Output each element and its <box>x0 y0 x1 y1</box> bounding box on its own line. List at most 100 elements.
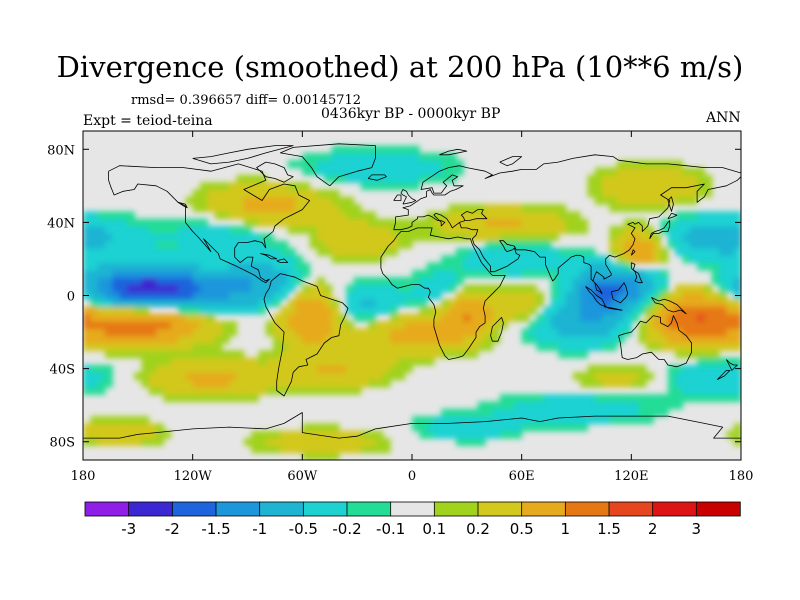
field-cell <box>295 226 303 234</box>
field-cell <box>375 182 384 191</box>
field-cell <box>412 299 420 308</box>
field-cell <box>624 174 632 183</box>
field-cell <box>499 306 508 315</box>
field-cell <box>689 284 698 293</box>
field-cell <box>346 379 355 388</box>
field-cell <box>316 357 325 366</box>
field-cell <box>97 247 106 256</box>
field-cell <box>324 438 333 446</box>
field-cell <box>499 269 508 278</box>
field-cell <box>243 174 252 183</box>
field-cell <box>711 372 720 381</box>
field-cell <box>148 379 157 388</box>
field-cell <box>558 299 567 308</box>
field-cell <box>353 350 362 359</box>
field-cell <box>485 430 494 439</box>
field-cell <box>631 189 640 198</box>
field-cell <box>404 364 413 373</box>
field-cell <box>624 408 632 417</box>
field-cell <box>265 379 274 388</box>
field-cell <box>236 372 245 381</box>
field-cell <box>682 284 691 293</box>
field-cell <box>243 299 252 308</box>
field-cell <box>463 321 472 329</box>
field-cell <box>521 299 530 308</box>
field-cell <box>207 204 216 213</box>
field-cell <box>660 182 669 191</box>
field-cell <box>170 386 179 395</box>
field-cell <box>470 408 479 417</box>
field-cell <box>682 394 691 403</box>
field-cell <box>148 269 157 278</box>
field-cell <box>302 226 311 234</box>
field-cell <box>353 299 362 308</box>
field-cell <box>112 240 121 249</box>
field-cell <box>602 174 610 183</box>
field-cell <box>609 343 618 351</box>
field-cell <box>704 313 713 322</box>
field-cell <box>199 313 208 322</box>
field-cell <box>609 379 618 388</box>
field-cell <box>616 284 625 293</box>
field-cell <box>507 430 515 439</box>
field-cell <box>631 269 640 278</box>
y-tick-label: 0 <box>67 290 75 305</box>
field-cell <box>682 328 691 337</box>
field-cell <box>412 233 420 242</box>
field-cell <box>229 299 238 308</box>
field-cell <box>499 313 508 322</box>
field-cell <box>631 240 640 249</box>
field-cell <box>83 240 91 249</box>
field-cell <box>433 313 442 322</box>
field-cell <box>521 218 530 227</box>
field-cell <box>536 204 545 213</box>
field-cell <box>302 350 311 359</box>
field-cell <box>90 247 99 256</box>
field-cell <box>148 372 157 381</box>
field-cell <box>390 350 398 359</box>
field-cell <box>645 182 654 191</box>
field-cell <box>404 350 413 359</box>
field-cell <box>565 211 574 220</box>
field-cell <box>645 343 654 351</box>
field-cell <box>192 321 201 329</box>
field-cell <box>353 386 362 395</box>
field-cell <box>360 174 369 183</box>
x-tick-label: 60E <box>509 469 535 484</box>
field-cell <box>280 189 289 198</box>
field-cell <box>689 247 698 256</box>
field-cell <box>141 218 150 227</box>
field-cell <box>645 196 654 205</box>
field-cell <box>521 335 530 344</box>
field-cell <box>675 364 684 373</box>
field-cell <box>295 160 303 169</box>
field-cell <box>448 233 457 242</box>
field-cell <box>624 321 632 329</box>
period-label: 0436kyr BP - 0000kyr BP <box>321 106 501 122</box>
field-cell <box>178 233 186 242</box>
field-cell <box>433 321 442 329</box>
field-cell <box>660 269 669 278</box>
field-cell <box>178 394 186 403</box>
field-cell <box>536 233 545 242</box>
coastline <box>726 359 738 371</box>
field-cell <box>675 218 684 227</box>
field-cell <box>492 240 501 249</box>
field-cell <box>587 277 596 286</box>
field-cell <box>397 299 406 308</box>
field-cell <box>243 306 252 315</box>
field-cell <box>302 152 311 161</box>
field-cell <box>558 321 567 329</box>
field-cell <box>360 218 369 227</box>
field-cell <box>156 226 165 234</box>
field-cell <box>404 145 413 154</box>
field-cell <box>609 226 618 234</box>
field-cell <box>631 394 640 403</box>
field-cell <box>331 452 340 460</box>
field-cell <box>309 189 318 198</box>
field-cell <box>163 335 172 344</box>
field-cell <box>375 372 384 381</box>
field-cell <box>148 233 157 242</box>
field-cell <box>477 408 486 417</box>
field-cell <box>594 401 603 410</box>
